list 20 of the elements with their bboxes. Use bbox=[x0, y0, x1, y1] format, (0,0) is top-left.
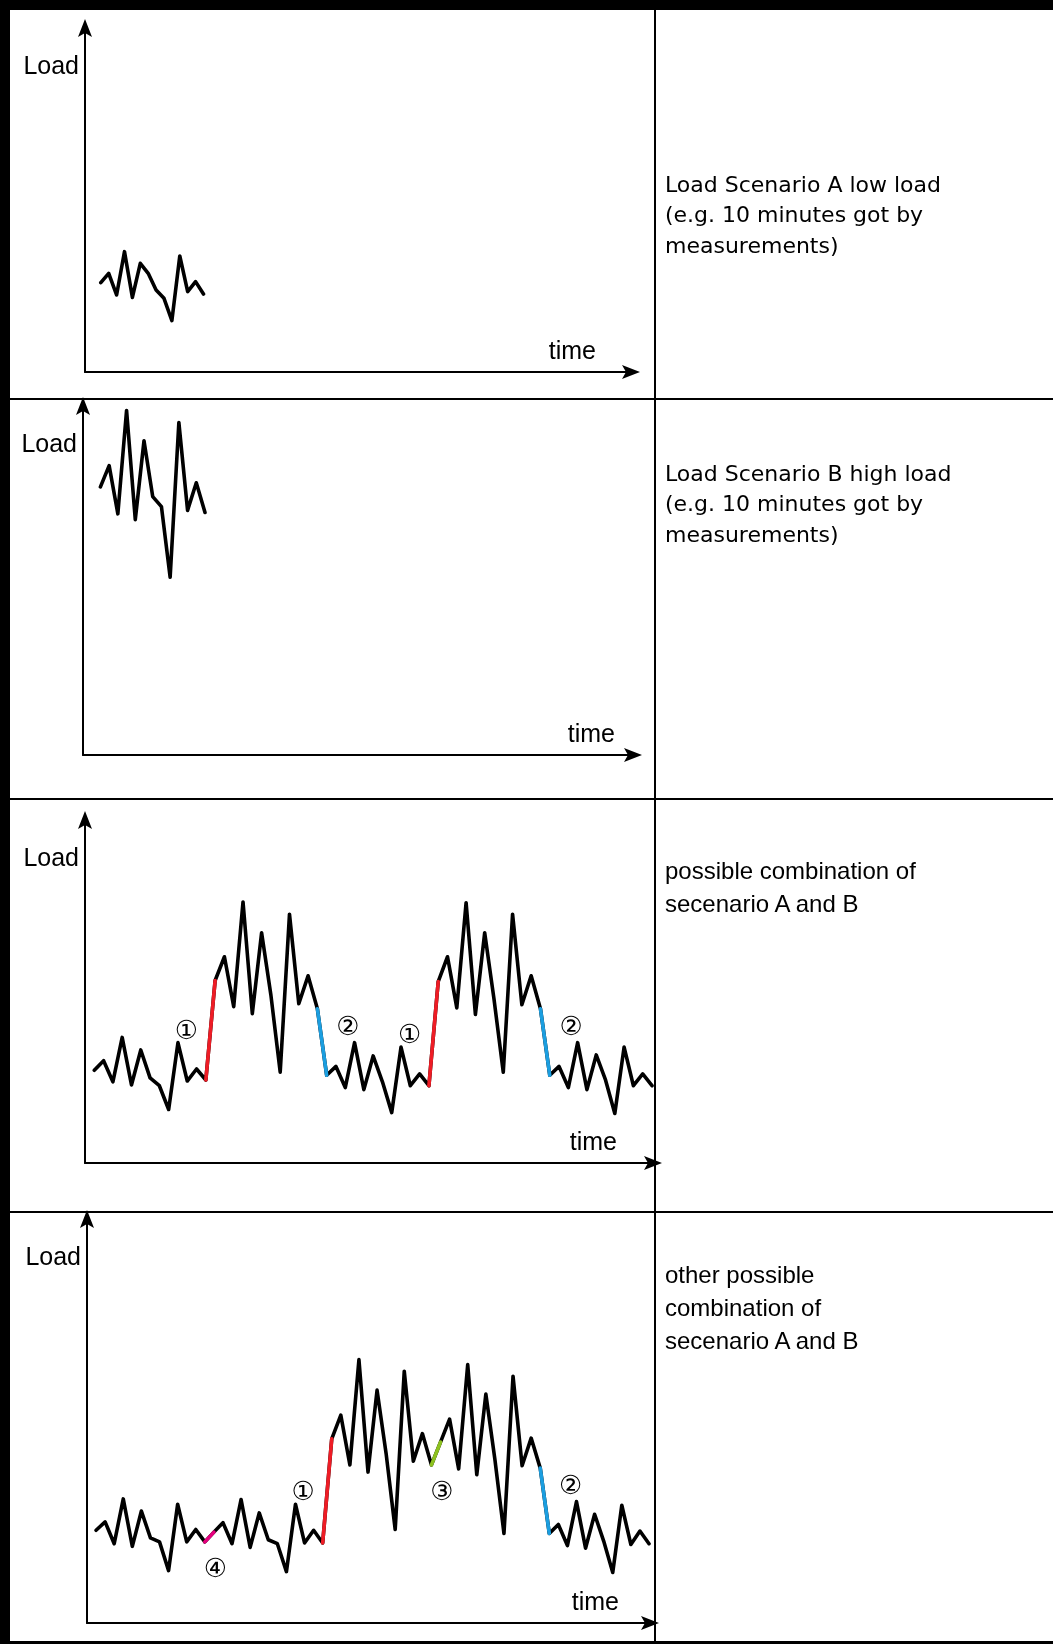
series-label: ① bbox=[174, 1015, 199, 1046]
series-label: ④ bbox=[203, 1552, 228, 1583]
text: ① bbox=[397, 1018, 422, 1049]
series-label: ② bbox=[336, 1010, 360, 1041]
series-label: ① bbox=[291, 1475, 315, 1506]
y-axis-title: Load bbox=[25, 1242, 81, 1270]
text: Load Scenario B high load (e.g. 10 minutes got by measurements) bbox=[665, 460, 953, 549]
x-axis-title: time bbox=[569, 1126, 617, 1155]
x-axis-title: time bbox=[567, 718, 615, 747]
y-axis-title: Load bbox=[23, 51, 79, 79]
text: possible combination of secenario A and B bbox=[665, 856, 917, 920]
x-axis-title: time bbox=[548, 335, 596, 364]
series-label: ② bbox=[559, 1469, 583, 1500]
text: ② bbox=[559, 1010, 583, 1041]
y-axis-title: Load bbox=[21, 429, 77, 457]
text: Load Scenario A low load (e.g. 10 minutes got by measurements) bbox=[665, 171, 943, 260]
x-axis-title: time bbox=[571, 1586, 619, 1615]
series-label: ③ bbox=[430, 1475, 454, 1506]
y-axis-title: Load bbox=[23, 843, 79, 871]
text: other possible combination of secenario A and B bbox=[665, 1260, 860, 1357]
